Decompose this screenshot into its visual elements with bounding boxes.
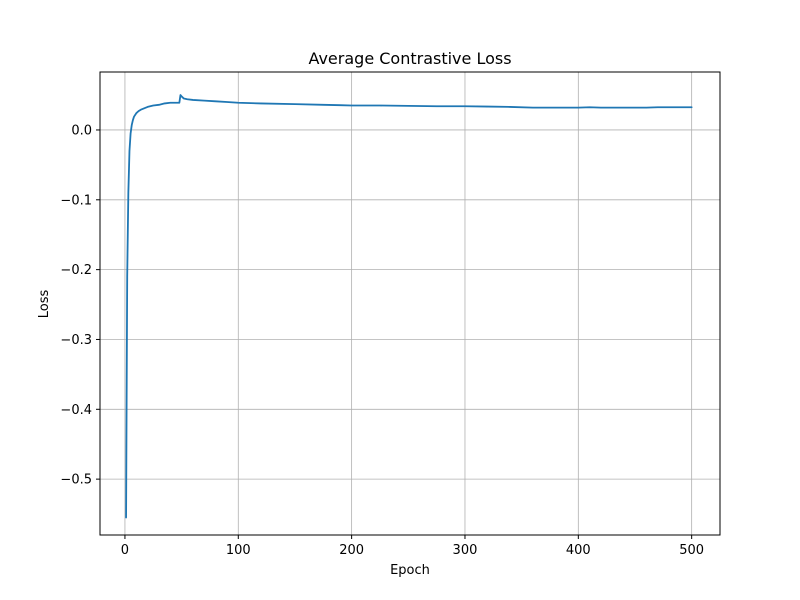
y-tick-label: −0.4	[60, 403, 92, 418]
x-axis-label: Epoch	[390, 563, 430, 578]
y-axis-label: Loss	[37, 290, 52, 319]
ticks: 0 100 200 300 400 500 −0.5 −0.4 −0.3 −0.2 −0.1 0.0	[60, 123, 704, 558]
loss-series-line	[125, 94, 693, 519]
x-tick-label: 0	[121, 543, 129, 558]
x-tick-label: 200	[339, 543, 364, 558]
y-tick-label: 0.0	[71, 123, 92, 138]
y-tick-label: −0.2	[60, 263, 92, 278]
series-layer	[125, 94, 693, 519]
x-tick-label: 400	[566, 543, 591, 558]
x-tick-label: 100	[226, 543, 251, 558]
x-tick-label: 300	[453, 543, 478, 558]
chart-title: Average Contrastive Loss	[308, 49, 511, 68]
y-tick-label: −0.1	[60, 193, 92, 208]
x-tick-label: 500	[679, 543, 704, 558]
y-tick-label: −0.3	[60, 333, 92, 348]
y-tick-label: −0.5	[60, 473, 92, 488]
grid	[100, 72, 720, 535]
plot-area	[100, 72, 720, 535]
plot-frame	[99, 71, 721, 536]
